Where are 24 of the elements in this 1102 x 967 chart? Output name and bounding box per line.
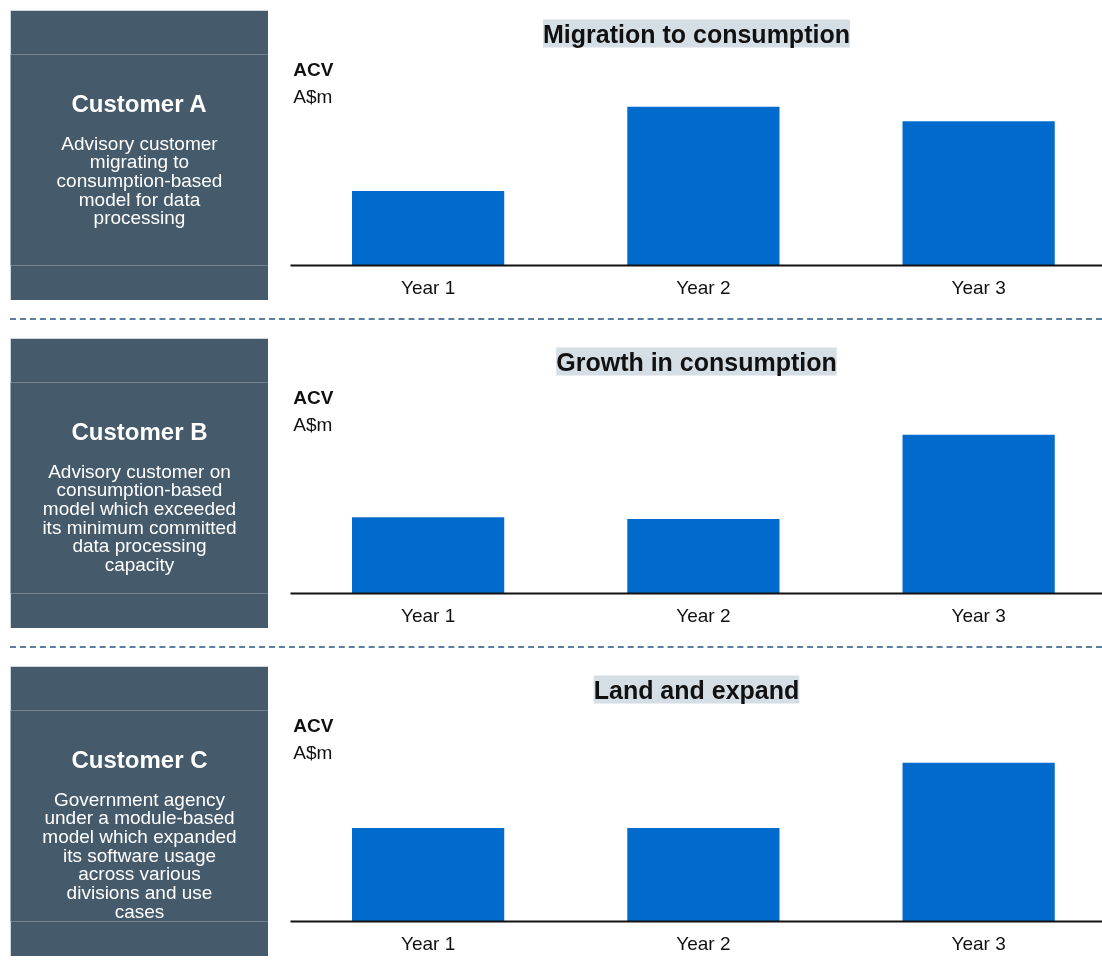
annotation: A$m: [293, 742, 333, 764]
chart-title: Growth in consumption: [556, 347, 837, 376]
x-tick-label: Year 2: [676, 932, 731, 954]
x-tick-label: Year 1: [401, 604, 456, 626]
text: Customer B: [71, 418, 208, 446]
text: Customer A: [71, 90, 207, 118]
annotation: A$m: [293, 414, 333, 436]
chart-title: Migration to consumption: [543, 19, 850, 48]
x-tick-label: Year 2: [676, 604, 731, 626]
text: Customer C: [71, 746, 208, 774]
x-tick-label: Year 1: [401, 932, 456, 954]
text: Advisory customer on consumption-based model which exceeded its minimum committed data processing capacity: [42, 460, 237, 575]
x-tick-label: Year 2: [676, 276, 731, 298]
chart-title: Land and expand: [593, 675, 800, 704]
y-axis-title: ACV: [293, 58, 334, 80]
y-axis-title: ACV: [293, 714, 334, 736]
x-tick-label: Year 3: [951, 932, 1006, 954]
x-tick-label: Year 3: [951, 604, 1006, 626]
y-axis-title: ACV: [293, 386, 334, 408]
x-tick-label: Year 3: [951, 276, 1006, 298]
text: Government agency under a module-based model which expanded its software usage across various divisions and use cases: [42, 788, 237, 922]
annotation: A$m: [293, 86, 333, 108]
x-tick-label: Year 1: [401, 276, 456, 298]
text: Advisory customer migrating to consumption-based model for data processing: [56, 132, 223, 229]
